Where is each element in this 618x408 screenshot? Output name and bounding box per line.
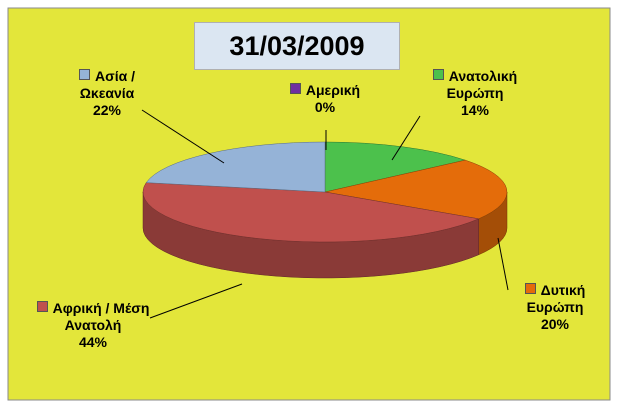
- pie: [142, 141, 508, 279]
- slice-name: Ασία / Ωκεανία: [79, 68, 135, 101]
- slice-value-label: 22%: [92, 102, 122, 118]
- slice-label: Αφρική / Μέση Ανατολή 44%: [28, 300, 158, 351]
- slice-value-label: 44%: [78, 334, 108, 350]
- slice-name: Αφρική / Μέση Ανατολή: [52, 300, 150, 333]
- legend-swatch: [79, 69, 91, 80]
- leader-line: [141, 109, 225, 164]
- slice-value-label: 14%: [460, 102, 490, 118]
- slice-name: Αμερική: [305, 82, 361, 98]
- slice-label: Αμερική 0%: [265, 82, 385, 116]
- slice-label: Ανατολική Ευρώπη 14%: [410, 68, 540, 119]
- slice: [142, 182, 480, 243]
- slice-name: Ανατολική Ευρώπη: [446, 68, 518, 101]
- legend-swatch: [36, 301, 48, 312]
- leader-line: [149, 283, 243, 319]
- slice-value-label: 0%: [314, 99, 336, 115]
- legend-swatch: [289, 83, 301, 94]
- slice-value-label: 20%: [540, 316, 570, 332]
- leader-line: [497, 237, 509, 291]
- legend-swatch: [524, 283, 536, 294]
- leader-lines: [141, 109, 509, 319]
- slice-label: Δυτική Ευρώπη 20%: [505, 282, 605, 333]
- legend-swatch: [432, 69, 444, 80]
- leader-line: [391, 115, 421, 161]
- slice: [324, 141, 467, 193]
- pie-tops: [142, 141, 508, 243]
- chart-title: 31/03/2009: [194, 22, 400, 70]
- slice-name: Δυτική Ευρώπη: [526, 282, 586, 315]
- pie-sides: [142, 191, 508, 279]
- slice-label: Ασία / Ωκεανία 22%: [52, 68, 162, 119]
- slice: [324, 159, 508, 220]
